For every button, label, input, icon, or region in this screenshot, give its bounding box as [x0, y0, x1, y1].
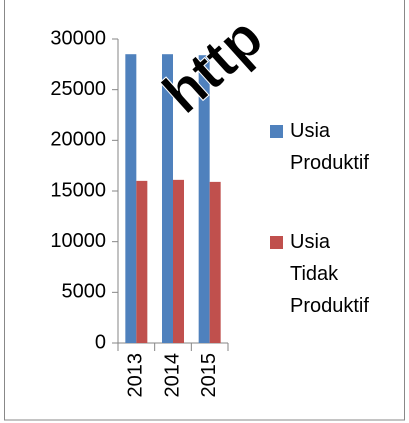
- y-tick-label: 5000: [62, 281, 107, 303]
- y-tick-label: 25000: [50, 78, 106, 100]
- bar: [209, 181, 221, 343]
- y-tick-label: 30000: [50, 27, 106, 49]
- legend-label: Usia Tidak Produktif: [290, 231, 369, 317]
- x-tick-label: 2015: [198, 353, 220, 398]
- y-tick-label: 10000: [50, 230, 106, 252]
- legend-label: Usia Produktif: [290, 120, 369, 174]
- bar: [125, 54, 137, 343]
- bar: [198, 55, 210, 344]
- x-tick-label: 2014: [161, 353, 183, 398]
- bar: [162, 54, 173, 343]
- y-tick-label: 20000: [50, 129, 106, 151]
- bar: [173, 179, 184, 343]
- bar: [136, 180, 148, 343]
- legend-swatch: [270, 236, 283, 249]
- chart-border: [4, 0, 405, 421]
- y-tick-label: 0: [95, 331, 106, 353]
- legend-swatch: [270, 125, 283, 138]
- x-tick-label: 2013: [125, 353, 147, 398]
- y-tick-label: 15000: [50, 179, 106, 201]
